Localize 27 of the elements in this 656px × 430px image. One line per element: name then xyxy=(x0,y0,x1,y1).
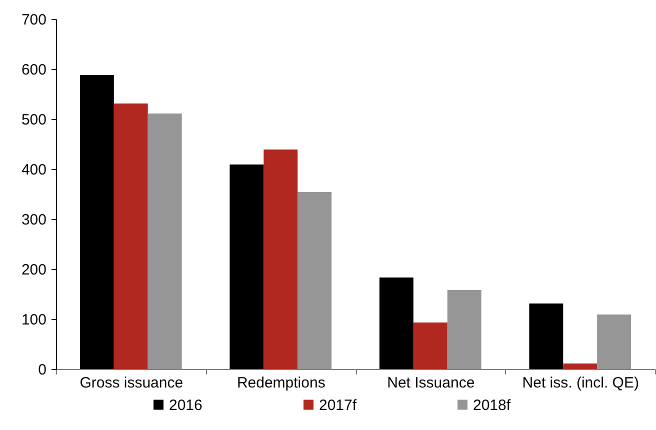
bar xyxy=(379,278,414,369)
bar xyxy=(230,164,264,369)
y-tick-label: 0 xyxy=(38,362,46,378)
y-tick-label: 600 xyxy=(21,62,46,78)
bar xyxy=(80,75,114,369)
x-tick-label: Net Issuance xyxy=(387,374,475,392)
bar xyxy=(563,364,598,369)
legend-label: 2017f xyxy=(319,396,358,414)
y-tick-label: 200 xyxy=(21,262,46,278)
bar xyxy=(597,314,632,369)
bar xyxy=(148,114,182,369)
y-tick-label: 100 xyxy=(21,312,46,328)
y-tick-label: 700 xyxy=(21,12,46,28)
bar xyxy=(264,150,298,369)
bar xyxy=(114,104,148,369)
legend-label: 2018f xyxy=(473,396,512,414)
x-tick-label: Net iss. (incl. QE) xyxy=(522,374,639,392)
y-tick-label: 300 xyxy=(21,212,46,228)
bar xyxy=(298,192,332,369)
legend-label: 2016 xyxy=(169,396,202,414)
bar xyxy=(529,304,564,369)
x-tick-label: Gross issuance xyxy=(80,374,184,392)
x-tick-label: Redemptions xyxy=(236,374,326,392)
bar xyxy=(447,290,482,369)
y-tick-label: 500 xyxy=(21,112,46,128)
y-tick-label: 400 xyxy=(21,162,46,178)
bar xyxy=(413,322,448,369)
